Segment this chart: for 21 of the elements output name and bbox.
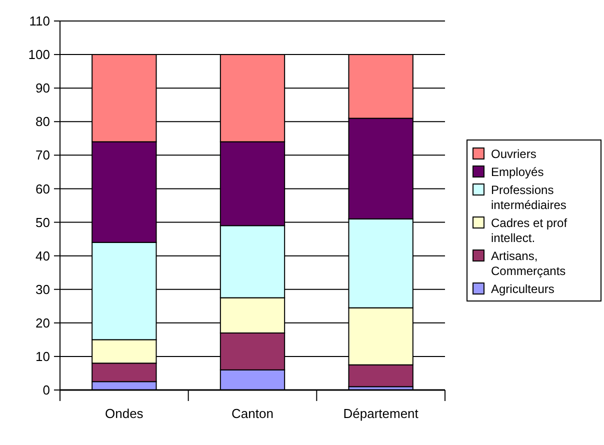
legend-label: Artisans, Commerçants: [491, 249, 566, 278]
legend-label: Employés: [491, 165, 544, 179]
y-tick-label: 10: [36, 349, 50, 364]
x-tick-label: Canton: [232, 406, 274, 421]
y-tick-label: 80: [36, 114, 50, 130]
legend-label: Agriculteurs: [491, 282, 554, 296]
y-tick-label: 30: [36, 282, 50, 297]
y-tick-label: 50: [36, 214, 50, 230]
y-tick-label: 100: [28, 47, 50, 62]
y-tick-label: 0: [42, 382, 50, 398]
legend-label: Professions intermédiaires: [491, 183, 566, 212]
x-tick-label: Département: [343, 406, 419, 421]
legend-label: Ouvriers: [491, 147, 536, 161]
legend-label: Cadres et prof intellect.: [491, 216, 568, 245]
y-tick-label: 60: [36, 181, 50, 196]
y-tick-label: 90: [36, 80, 50, 96]
y-tick-label: 70: [36, 148, 50, 163]
x-tick-label: Ondes: [105, 406, 144, 421]
y-tick-label: 110: [29, 14, 50, 29]
y-tick-label: 20: [36, 315, 50, 330]
y-tick-label: 40: [36, 248, 50, 264]
